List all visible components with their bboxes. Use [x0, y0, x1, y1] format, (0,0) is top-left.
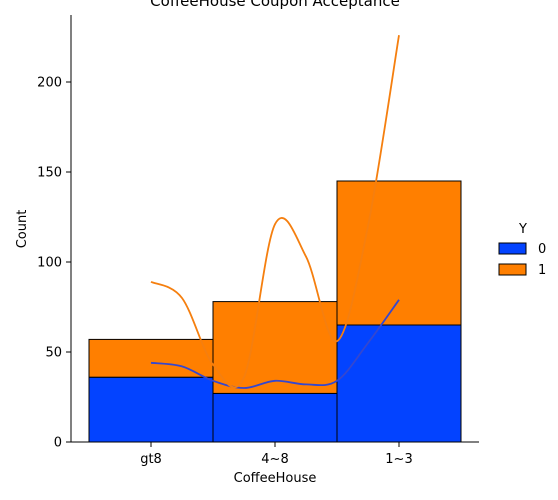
y-tick-label-0: 0 [54, 436, 62, 451]
x-axis-label: CoffeeHouse [234, 471, 317, 486]
x-ticks-group: gt8 4~8 1~3 [140, 442, 413, 467]
bar-4~8-y0 [212, 392, 338, 443]
x-tick-label-4~8: 4~8 [261, 452, 288, 467]
y-tick-label-50: 50 [45, 346, 62, 361]
x-tick-label-1~3: 1~3 [385, 452, 412, 467]
bar-1~3-y0 [336, 324, 462, 443]
chart-title: CoffeeHouse Coupon Acceptance [150, 0, 400, 10]
y-axis-label: Count [15, 210, 30, 249]
legend-swatch-1 [498, 263, 527, 276]
x-tick-label-gt8: gt8 [140, 452, 162, 467]
bar-1~3-y1 [336, 180, 462, 326]
y-ticks-group: 0 50 100 150 200 [37, 76, 71, 451]
bars-group [88, 180, 462, 443]
y-tick-label-150: 150 [37, 166, 62, 181]
y-tick-label-100: 100 [37, 256, 62, 271]
bar-gt8-y0 [88, 376, 214, 443]
legend-label-1: 1 [538, 263, 546, 278]
kde-curve-y0 [150, 299, 400, 389]
bar-4~8-y1 [212, 301, 338, 394]
kde-curve-y1 [150, 35, 400, 389]
kde-curves-group [150, 35, 400, 389]
y-tick-label-200: 200 [37, 76, 62, 91]
legend-title: Y [518, 222, 527, 237]
legend: Y 0 1 [498, 222, 546, 278]
legend-swatch-0 [498, 242, 527, 255]
legend-label-0: 0 [538, 242, 546, 257]
